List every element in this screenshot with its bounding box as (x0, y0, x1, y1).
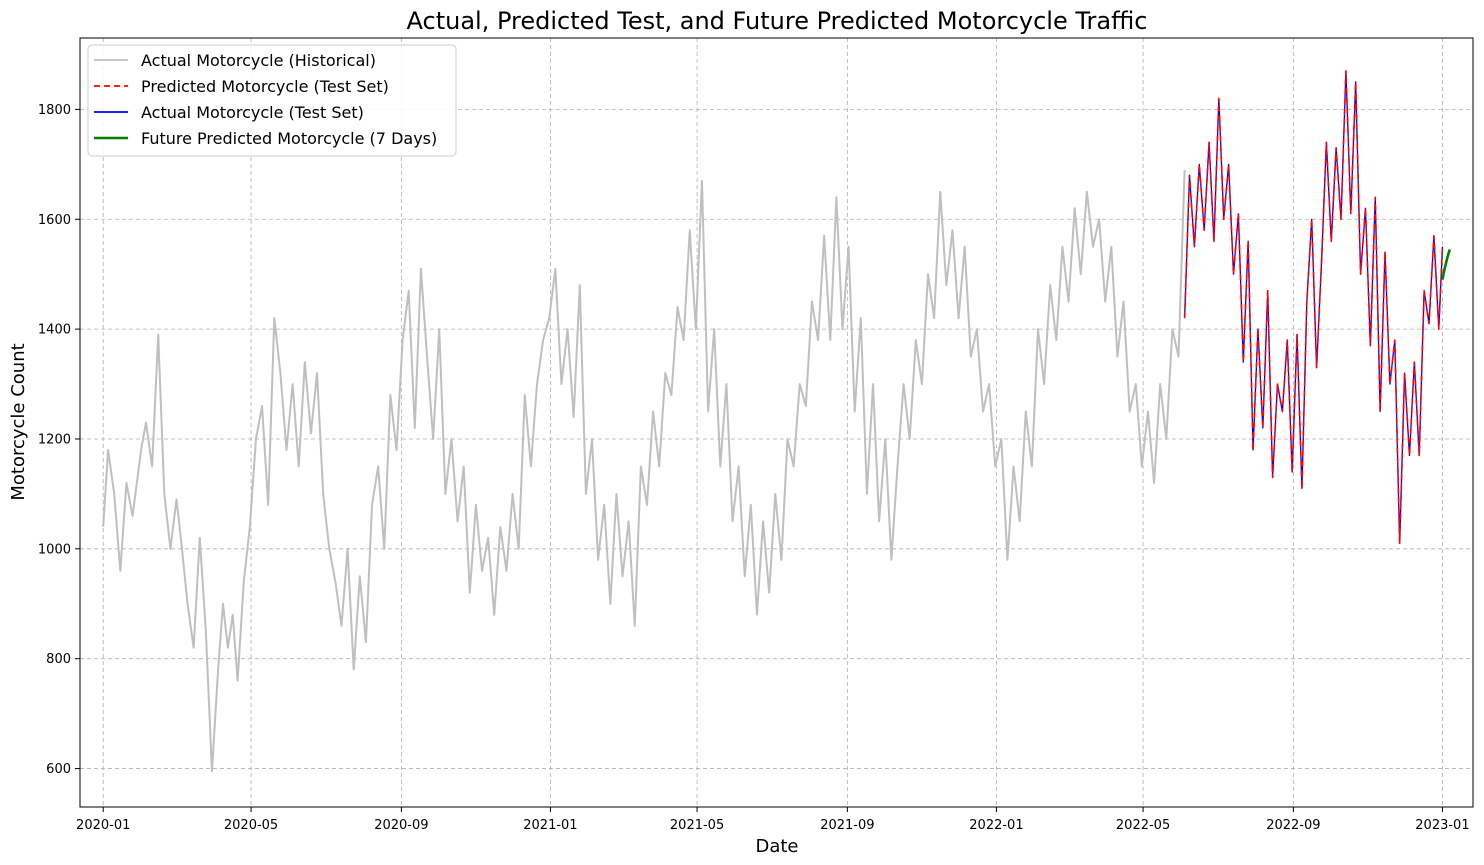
y-tick-label: 1400 (38, 323, 71, 338)
x-tick-label: 2021-01 (523, 818, 577, 833)
y-tick-label: 1200 (38, 432, 71, 447)
chart-title: Actual, Predicted Test, and Future Predi… (407, 7, 1148, 35)
legend-label-4: Future Predicted Motorcycle (7 Days) (141, 129, 437, 148)
x-tick-label: 2023-01 (1415, 818, 1469, 833)
legend-label-2: Predicted Motorcycle (Test Set) (141, 77, 389, 96)
series-line-1 (102, 169, 1186, 773)
x-tick-label: 2022-05 (1116, 818, 1170, 833)
series-line-4 (1441, 249, 1452, 280)
y-axis-ticks: 600 800 1000 1200 1400 1600 1800 (38, 103, 80, 777)
x-tick-label: 2021-09 (820, 818, 874, 833)
y-tick-label: 800 (46, 652, 71, 667)
x-tick-label: 2020-01 (76, 818, 130, 833)
y-tick-label: 600 (46, 762, 71, 777)
legend-label-1: Actual Motorcycle (Historical) (141, 51, 376, 70)
x-tick-label: 2020-09 (374, 818, 428, 833)
x-tick-label: 2021-05 (670, 818, 724, 833)
y-tick-label: 1800 (38, 103, 71, 118)
x-axis-ticks: 2020-01 2020-05 2020-09 2021-01 2021-05 2021-… (76, 807, 1470, 833)
x-tick-label: 2020-05 (224, 818, 278, 833)
y-axis-label: Motorcycle Count (8, 343, 29, 500)
x-axis-label: Date (755, 836, 798, 857)
y-tick-label: 1000 (38, 542, 71, 557)
y-tick-label: 1600 (38, 213, 71, 228)
legend: Actual Motorcycle (Historical) Predicted … (87, 44, 457, 157)
legend-label-3: Actual Motorcycle (Test Set) (141, 103, 364, 122)
series-line-2 (1183, 70, 1444, 545)
x-tick-label: 2022-09 (1266, 818, 1320, 833)
x-tick-label: 2022-01 (969, 818, 1023, 833)
legend-box (87, 44, 457, 157)
plot-frame (79, 37, 1474, 808)
series-layer (102, 70, 1452, 773)
